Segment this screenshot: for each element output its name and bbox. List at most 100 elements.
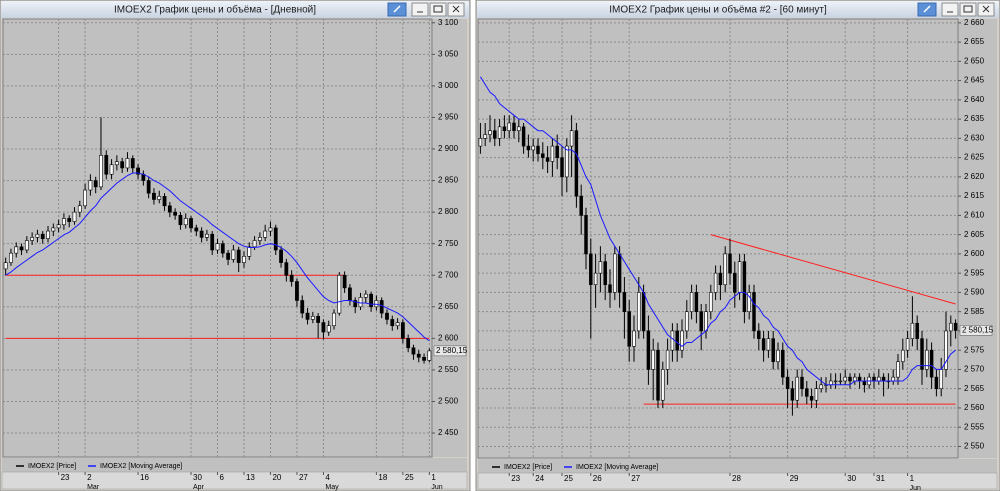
- window-title: IMOEX2 График цены и объёма #2 - [60 мин…: [609, 4, 827, 16]
- candle-body: [316, 315, 321, 323]
- maximize-button[interactable]: [959, 2, 977, 17]
- candle-body: [680, 330, 684, 351]
- candle-body: [210, 233, 215, 251]
- minimize-button[interactable]: [411, 2, 429, 17]
- candle-body: [565, 145, 569, 178]
- candle-body: [40, 233, 45, 239]
- maximize-button[interactable]: [429, 2, 447, 17]
- candle-body: [395, 322, 400, 327]
- candle-body: [326, 325, 331, 333]
- candle-body: [279, 249, 283, 263]
- legend-bar: [2, 458, 467, 472]
- candle-body: [374, 300, 379, 308]
- candle-body: [550, 145, 555, 162]
- candle-body: [949, 322, 953, 332]
- candle-body: [348, 287, 352, 301]
- candle-body: [226, 252, 230, 260]
- candle-body: [613, 253, 617, 293]
- candle-body: [934, 376, 939, 389]
- y-tick-label: 2 550: [438, 365, 459, 374]
- x-tick-label: 4: [325, 473, 330, 482]
- candle-body: [512, 122, 516, 131]
- candle-body: [713, 272, 718, 293]
- candle-body: [9, 252, 13, 263]
- candle-body: [284, 262, 289, 276]
- y-tick-label: 2 900: [438, 144, 459, 153]
- close-icon: [452, 5, 460, 13]
- candle-body: [268, 227, 273, 232]
- candle-body: [67, 218, 72, 222]
- candle-body: [953, 322, 958, 331]
- candle-body: [584, 215, 588, 255]
- y-tick-label: 2 590: [964, 288, 985, 297]
- title-bar: [1, 1, 469, 18]
- y-tick-label: 2 650: [964, 56, 985, 65]
- minimize-button[interactable]: [941, 2, 959, 17]
- candle-body: [88, 180, 93, 191]
- candle-body: [656, 349, 660, 401]
- candle-body: [411, 347, 416, 355]
- candle-body: [114, 161, 119, 166]
- y-tick-label: 2 555: [964, 422, 985, 431]
- candle-body: [521, 126, 526, 147]
- candle-body: [205, 233, 209, 238]
- plot: [3, 117, 432, 364]
- x-tick-label: 23: [511, 474, 520, 483]
- candle-body: [488, 130, 492, 135]
- candle-body: [104, 155, 109, 175]
- candle-body: [257, 237, 262, 241]
- candle-body: [93, 180, 98, 188]
- legend-label: IMOEX2 [Price]: [504, 464, 552, 471]
- candle-body: [675, 330, 679, 351]
- candle-body: [390, 319, 395, 327]
- candle-body: [46, 230, 50, 239]
- candle-body: [857, 376, 862, 382]
- x-tick-label: 1: [910, 474, 915, 483]
- candle-body: [536, 145, 540, 155]
- candle-body: [342, 274, 347, 289]
- candle-body: [929, 349, 934, 378]
- candle-body: [273, 227, 278, 251]
- x-tick-label: 23: [61, 473, 70, 482]
- y-tick-label: 2 605: [964, 230, 985, 239]
- y-tick-label: 2 560: [964, 403, 985, 412]
- x-tick-label: 31: [876, 474, 885, 483]
- y-tick-label: 3 000: [438, 81, 459, 90]
- candle-body: [136, 167, 140, 175]
- candle-body: [130, 158, 135, 169]
- y-tick-label: 2 585: [964, 307, 985, 316]
- last-price-label: 2 580,15: [962, 325, 994, 334]
- candle-body: [843, 376, 847, 382]
- x-tick-label: 30: [193, 473, 202, 482]
- candle-body: [723, 253, 727, 286]
- level-line: [710, 234, 956, 305]
- candle-body: [56, 224, 61, 229]
- candle-body: [766, 338, 771, 351]
- candle-body: [400, 322, 405, 339]
- candle-body: [781, 349, 785, 378]
- candle-body: [699, 311, 703, 332]
- candle-body: [747, 292, 751, 312]
- x-tick-label: 6: [220, 473, 225, 482]
- y-tick-label: 2 615: [964, 191, 985, 200]
- candle-body: [785, 376, 790, 389]
- candle-body: [905, 338, 910, 351]
- candle-body: [422, 356, 426, 361]
- candle-body: [809, 396, 814, 401]
- candle-body: [109, 164, 114, 175]
- candle-body: [877, 376, 881, 382]
- candle-body: [757, 330, 761, 339]
- candle-body: [685, 311, 689, 332]
- candle-body: [199, 230, 204, 238]
- x-axis-strip: [1, 471, 468, 490]
- close-icon: [982, 5, 990, 13]
- candle-body: [896, 361, 900, 378]
- candle-body: [252, 240, 257, 248]
- candle-body: [363, 293, 368, 298]
- candle-body: [310, 315, 315, 320]
- candle-body: [406, 338, 411, 349]
- candle-body: [569, 130, 574, 147]
- x-tick-label: 16: [140, 473, 149, 482]
- moving-average-line: [5, 172, 430, 342]
